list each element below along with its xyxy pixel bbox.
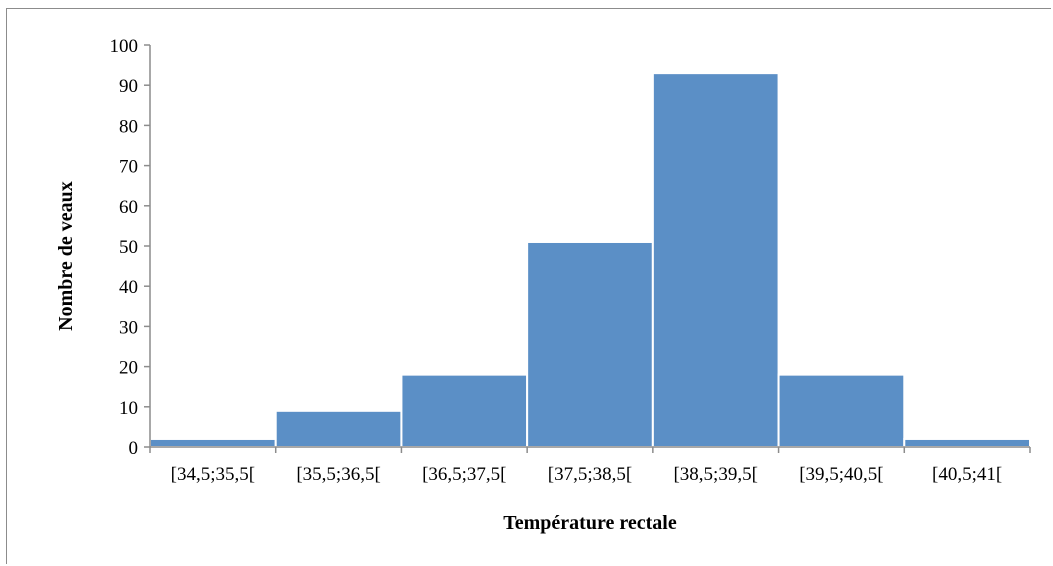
x-tick-label-2: [35,5;36,5[: [296, 464, 380, 485]
x-tick-label-6: [39,5;40,5[: [799, 464, 883, 485]
y-tick-label-60: 60: [119, 197, 138, 218]
y-tick-label-30: 30: [119, 317, 138, 338]
x-tick-label-5: [38,5;39,5[: [673, 464, 757, 485]
bar-1: [149, 437, 277, 448]
bar-2: [274, 409, 403, 449]
x-tick-label-1: [34,5;35,5[: [171, 464, 255, 485]
x-tick-label-7: [40,5;41[: [932, 464, 1002, 485]
bar-7: [903, 437, 1031, 448]
y-tick-label-10: 10: [119, 398, 138, 419]
bar-5: [651, 72, 780, 448]
y-tick-label-40: 40: [119, 277, 138, 298]
y-tick-label-90: 90: [119, 76, 138, 97]
x-tick-label-4: [37,5;38,5[: [548, 464, 632, 485]
y-tick-label-80: 80: [119, 116, 138, 137]
y-tick-label-0: 0: [129, 438, 139, 459]
x-axis-title: Température rectale: [503, 512, 677, 534]
y-tick-label-20: 20: [119, 358, 138, 379]
y-ticks-layer: 0 10 20 30 40 50 60 70 80 90 100: [110, 36, 150, 459]
y-tick-label-70: 70: [119, 157, 138, 178]
x-tick-label-3: [36,5;37,5[: [422, 464, 506, 485]
bars-layer: [149, 72, 1031, 449]
bar-6: [777, 373, 906, 449]
bar-4: [526, 240, 654, 448]
y-tick-label-50: 50: [119, 237, 138, 258]
bar-3: [400, 373, 529, 449]
x-ticks-layer: [34,5;35,5[ [35,5;36,5[ [36,5;37,5[ [37,5;3…: [149, 447, 1031, 485]
y-axis-title: Nombre de veaux: [55, 181, 77, 331]
y-tick-label-100: 100: [110, 36, 139, 57]
